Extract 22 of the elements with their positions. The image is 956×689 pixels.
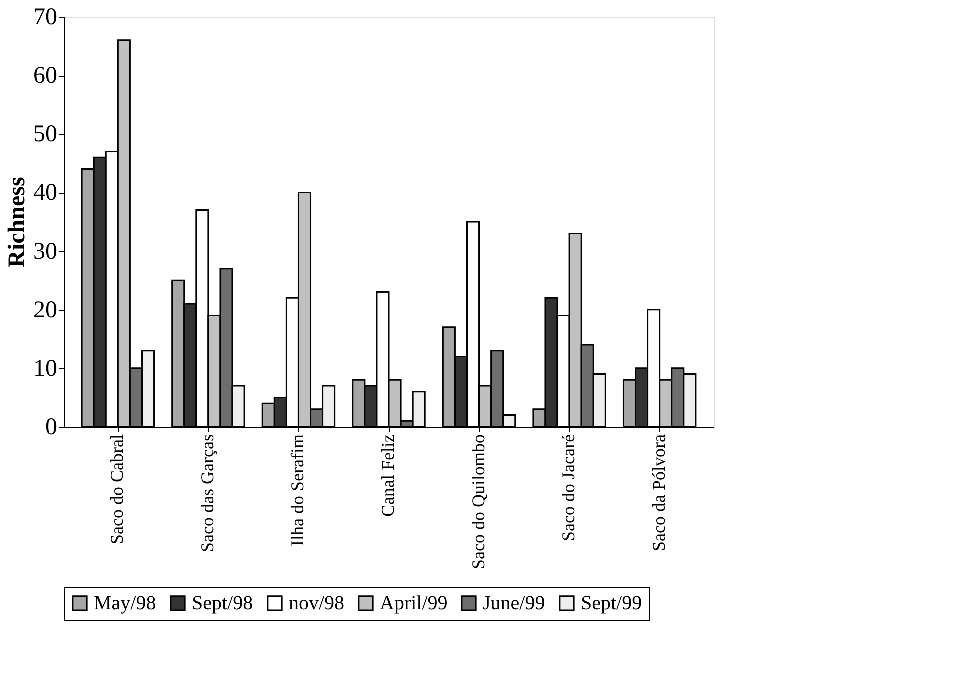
y-tick-label: 30 xyxy=(34,238,58,265)
x-tick-label: Saco das Garças xyxy=(197,434,218,552)
y-axis-title: Richness xyxy=(4,177,30,268)
y-tick-label: 40 xyxy=(34,180,58,206)
y-tick-label: 0 xyxy=(46,414,58,440)
x-tick-label: Canal Feliz xyxy=(378,434,398,517)
legend-label: May/98 xyxy=(94,592,156,614)
legend-label: Sept/99 xyxy=(581,592,642,614)
y-tick-label: 50 xyxy=(34,122,58,148)
legend-label: Sept/98 xyxy=(192,592,254,614)
legend-label: June/99 xyxy=(483,592,546,614)
y-tick-label: 70 xyxy=(34,4,58,30)
y-tick-label: 20 xyxy=(34,297,58,324)
legend-label: nov/98 xyxy=(289,592,345,614)
x-tick-label: Saco do Quilombo xyxy=(468,434,488,570)
x-tick-label: Saco da Pólvora xyxy=(648,434,669,552)
x-tick-label: Ilha do Serafim xyxy=(288,434,308,546)
legend-label: April/99 xyxy=(380,592,448,614)
y-tick-label: 60 xyxy=(34,63,58,90)
x-tick-label: Saco do Cabral xyxy=(107,434,128,544)
y-tick-label: 10 xyxy=(34,356,58,382)
x-tick-label: Saco do Jacaré xyxy=(558,434,579,542)
